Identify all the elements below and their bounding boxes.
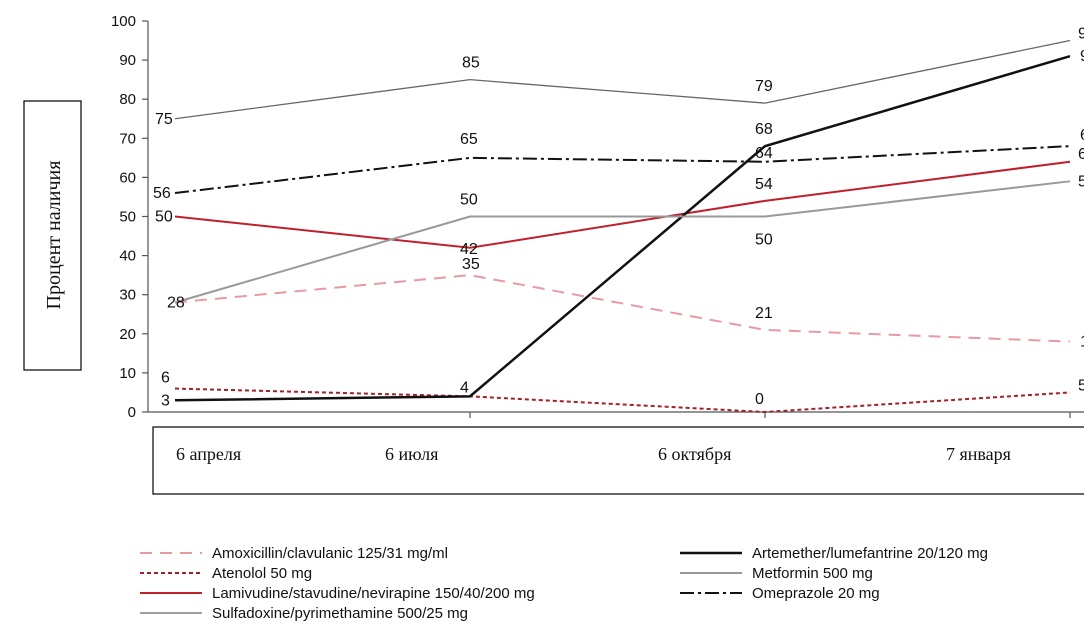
y-axis-label-box: Процент наличия	[23, 100, 82, 371]
data-label: 4	[460, 379, 469, 396]
data-label: 56	[153, 185, 171, 202]
legend-label: Metformin 500 mg	[752, 565, 873, 582]
x-tick-label: 6 апреля	[176, 444, 241, 464]
data-label: 59	[1078, 173, 1084, 190]
y-tick-label: 0	[128, 404, 136, 421]
data-label: 42	[460, 241, 478, 258]
data-label: 6	[161, 370, 170, 387]
data-label: 50	[460, 192, 478, 209]
data-label: 18	[1080, 334, 1084, 351]
series-line	[174, 160, 1071, 249]
data-label: 54	[755, 176, 773, 193]
data-label: 95	[1078, 26, 1084, 43]
series-line	[174, 54, 1071, 402]
series-line	[174, 387, 1071, 414]
x-axis-category-frame	[152, 426, 1084, 495]
y-tick-label: 90	[119, 52, 136, 69]
legend-label: Atenolol 50 mg	[212, 565, 312, 582]
legend-label: Artemether/lumefantrine 20/120 mg	[752, 545, 988, 562]
y-tick-label: 30	[119, 287, 136, 304]
legend: Amoxicillin/clavulanic 125/31 mg/ml Ateno…	[140, 545, 988, 622]
data-label: 65	[460, 131, 478, 148]
x-axis-box: 6 апреля 6 июля 6 октября 7 января	[152, 426, 1084, 495]
x-tick-label: 7 января	[946, 444, 1011, 464]
legend-label: Omeprazole 20 mg	[752, 585, 880, 602]
series-line	[174, 39, 1071, 120]
data-label: 28	[167, 295, 185, 312]
legend-label: Lamivudine/stavudine/nevirapine 150/40/2…	[212, 585, 535, 602]
data-label: 3	[161, 392, 170, 409]
y-tick-label: 40	[119, 248, 136, 265]
x-tick-label: 6 июля	[385, 444, 438, 464]
y-axis-label: Процент наличия	[43, 161, 65, 310]
data-label: 75	[155, 111, 173, 128]
data-label: 0	[755, 391, 764, 408]
legend-label: Sulfadoxine/pyrimethamine 500/25 mg	[212, 605, 468, 622]
series-line	[174, 274, 1071, 343]
series-line	[174, 180, 1071, 304]
data-labels: 28 35 21 18 6 0 5 50 42 54 64 75 85 79 95 3 4 68 91 50 50 59 5…	[153, 26, 1084, 410]
series-layer	[174, 39, 1071, 414]
series-line	[174, 145, 1071, 195]
y-tick-label: 20	[119, 326, 136, 343]
y-tick-label: 60	[119, 169, 136, 186]
data-label: 68	[1080, 127, 1084, 144]
data-label: 50	[755, 232, 773, 249]
data-label: 91	[1080, 48, 1084, 65]
y-tick-label: 70	[119, 130, 136, 147]
y-axis-label-frame	[23, 100, 82, 371]
legend-label: Amoxicillin/clavulanic 125/31 mg/ml	[212, 545, 448, 562]
data-label: 35	[462, 256, 480, 273]
data-label: 21	[755, 305, 773, 322]
y-tick-label: 10	[119, 365, 136, 382]
data-label: 79	[755, 78, 773, 95]
y-tick-label: 50	[119, 209, 136, 226]
y-tick-label: 100	[111, 13, 136, 30]
data-label: 50	[155, 209, 173, 226]
data-label: 64	[1078, 146, 1084, 163]
x-tick-label: 6 октября	[658, 444, 731, 464]
data-label: 85	[462, 55, 480, 72]
data-label: 68	[755, 121, 773, 138]
y-tick-label: 80	[119, 91, 136, 108]
data-label: 5	[1078, 377, 1084, 394]
data-label: 64	[755, 145, 773, 162]
